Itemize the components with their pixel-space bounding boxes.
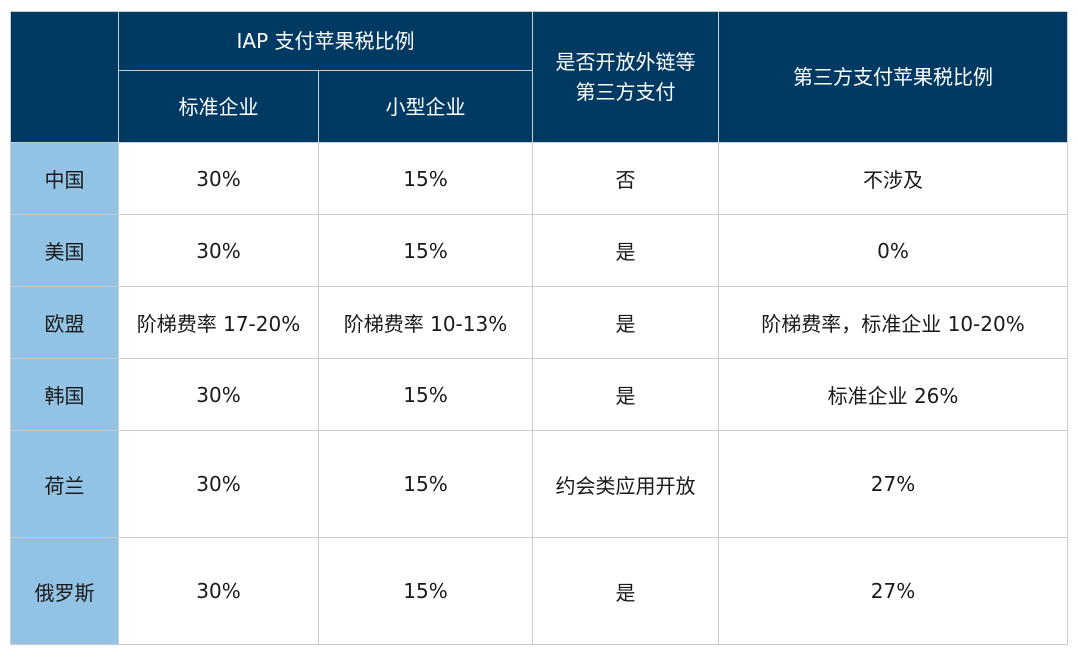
header-corner-cell	[10, 11, 119, 143]
standard-rate-cell: 30%	[118, 537, 319, 645]
header-standard-enterprise: 标准企业	[118, 70, 319, 143]
table-row: 荷兰 30% 15% 约会类应用开放 27%	[10, 430, 1068, 538]
country-cell: 欧盟	[10, 286, 119, 359]
third-party-rate-cell: 0%	[718, 214, 1068, 287]
third-party-rate-cell: 标准企业 26%	[718, 358, 1068, 431]
external-link-cell: 约会类应用开放	[532, 430, 719, 538]
header-external-link-line1: 是否开放外链等	[555, 50, 696, 74]
country-cell: 中国	[10, 142, 119, 215]
table-row: 韩国 30% 15% 是 标准企业 26%	[10, 358, 1068, 431]
small-rate-cell: 15%	[318, 430, 533, 538]
standard-rate-cell: 30%	[118, 214, 319, 287]
table-row: 中国 30% 15% 否 不涉及	[10, 142, 1068, 215]
small-rate-cell: 15%	[318, 358, 533, 431]
header-small-enterprise: 小型企业	[318, 70, 533, 143]
country-cell: 韩国	[10, 358, 119, 431]
standard-rate-cell: 30%	[118, 358, 319, 431]
external-link-cell: 是	[532, 537, 719, 645]
standard-rate-cell: 阶梯费率 17-20%	[118, 286, 319, 359]
table-row: 欧盟 阶梯费率 17-20% 阶梯费率 10-13% 是 阶梯费率，标准企业 1…	[10, 286, 1068, 359]
table-row: 美国 30% 15% 是 0%	[10, 214, 1068, 287]
external-link-cell: 是	[532, 358, 719, 431]
country-cell: 俄罗斯	[10, 537, 119, 645]
external-link-cell: 是	[532, 286, 719, 359]
small-rate-cell: 阶梯费率 10-13%	[318, 286, 533, 359]
third-party-rate-cell: 阶梯费率，标准企业 10-20%	[718, 286, 1068, 359]
external-link-cell: 是	[532, 214, 719, 287]
standard-rate-cell: 30%	[118, 430, 319, 538]
country-cell: 美国	[10, 214, 119, 287]
small-rate-cell: 15%	[318, 214, 533, 287]
small-rate-cell: 15%	[318, 537, 533, 645]
header-external-link: 是否开放外链等 第三方支付	[532, 11, 719, 143]
third-party-rate-cell: 27%	[718, 430, 1068, 538]
header-iap-group: IAP 支付苹果税比例	[118, 11, 533, 71]
header-external-link-line2: 第三方支付	[575, 80, 676, 104]
external-link-cell: 否	[532, 142, 719, 215]
small-rate-cell: 15%	[318, 142, 533, 215]
third-party-rate-cell: 27%	[718, 537, 1068, 645]
country-cell: 荷兰	[10, 430, 119, 538]
table-row: 俄罗斯 30% 15% 是 27%	[10, 537, 1068, 645]
header-third-party-rate: 第三方支付苹果税比例	[718, 11, 1068, 143]
standard-rate-cell: 30%	[118, 142, 319, 215]
third-party-rate-cell: 不涉及	[718, 142, 1068, 215]
apple-tax-comparison-table: IAP 支付苹果税比例 是否开放外链等 第三方支付 第三方支付苹果税比例 标准企…	[10, 11, 1068, 645]
